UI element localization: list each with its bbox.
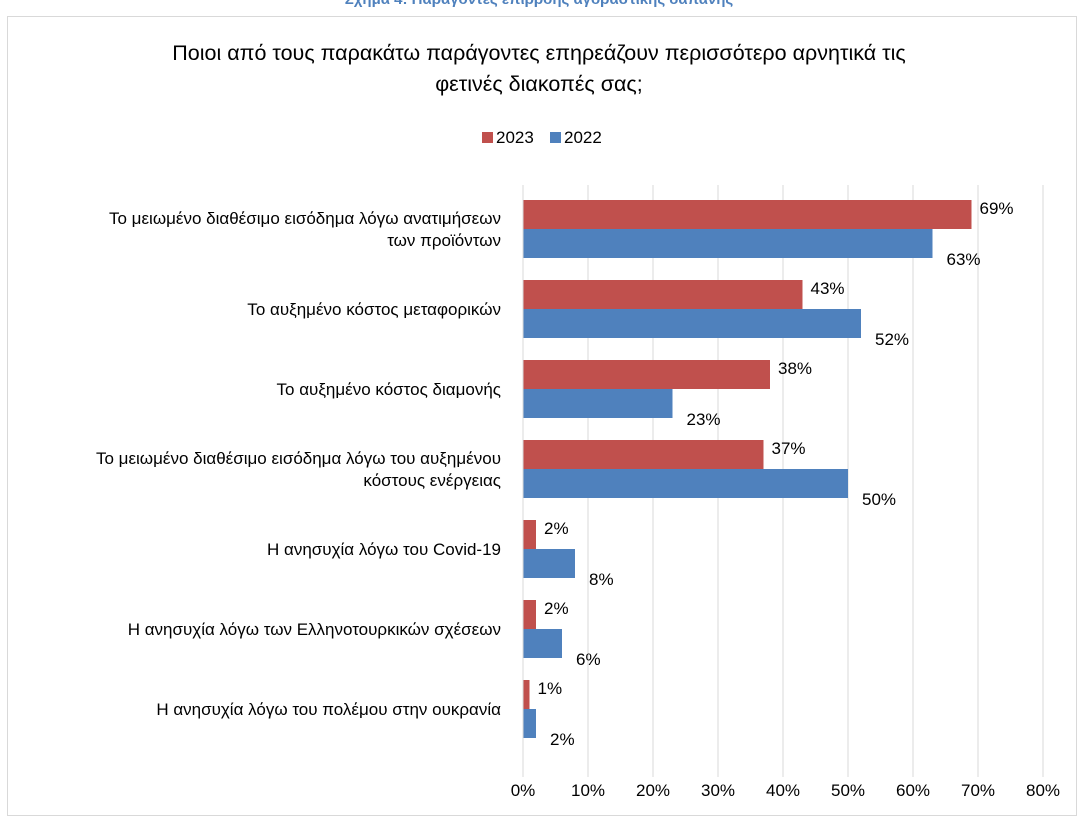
bar-2023 — [523, 440, 764, 469]
bar-2022 — [523, 229, 933, 258]
category-label: Η ανησυχία λόγω του Covid-19 — [267, 540, 501, 559]
x-tick-label: 30% — [701, 781, 735, 800]
legend-label: 2023 — [496, 128, 534, 147]
data-label: 52% — [875, 330, 909, 349]
category-label: κόστους ενέργειας — [363, 471, 501, 490]
category-label: των προϊόντων — [387, 231, 501, 250]
x-tick-label: 70% — [961, 781, 995, 800]
data-label: 37% — [772, 439, 806, 458]
bar-2022 — [523, 309, 861, 338]
category-label: Η ανησυχία λόγω του πολέμου στην ουκρανί… — [156, 700, 501, 719]
data-label: 69% — [980, 199, 1014, 218]
x-tick-label: 60% — [896, 781, 930, 800]
x-tick-label: 10% — [571, 781, 605, 800]
data-label: 2% — [550, 730, 575, 749]
bar-2023 — [523, 280, 803, 309]
chart-title: Ποιοι από τους παρακάτω παράγοντες επηρε… — [0, 38, 1078, 100]
bar-2023 — [523, 680, 530, 709]
bar-2023 — [523, 520, 536, 549]
legend-swatch-2023 — [482, 132, 493, 143]
bar-2022 — [523, 469, 848, 498]
data-label: 43% — [811, 279, 845, 298]
category-label: Το μειωμένο διαθέσιμο εισόδημα λόγω ανατ… — [109, 209, 501, 228]
x-tick-label: 20% — [636, 781, 670, 800]
chart-title-line-1: Ποιοι από τους παρακάτω παράγοντες επηρε… — [172, 41, 906, 65]
data-label: 8% — [589, 570, 614, 589]
data-label: 50% — [862, 490, 896, 509]
category-label: Το αυξημένο κόστος διαμονής — [277, 380, 502, 399]
category-label: Η ανησυχία λόγω των Ελληνοτουρκικών σχέσ… — [128, 620, 501, 639]
data-label: 1% — [538, 679, 563, 698]
category-label: Το αυξημένο κόστος μεταφορικών — [247, 300, 501, 319]
x-tick-label: 50% — [831, 781, 865, 800]
data-label: 2% — [544, 519, 569, 538]
data-label: 63% — [947, 250, 981, 269]
category-label: Το μειωμένο διαθέσιμο εισόδημα λόγω του … — [96, 449, 501, 468]
legend-label: 2022 — [564, 128, 602, 147]
data-label: 6% — [576, 650, 601, 669]
bar-2022 — [523, 629, 562, 658]
bar-2023 — [523, 600, 536, 629]
bar-2022 — [523, 549, 575, 578]
x-tick-label: 80% — [1026, 781, 1060, 800]
x-tick-label: 40% — [766, 781, 800, 800]
x-tick-label: 0% — [511, 781, 536, 800]
data-label: 38% — [778, 359, 812, 378]
bar-2022 — [523, 709, 536, 738]
bar-2022 — [523, 389, 673, 418]
bar-2023 — [523, 360, 770, 389]
bar-2023 — [523, 200, 972, 229]
data-label: 2% — [544, 599, 569, 618]
figure-caption: Σχήμα 4: Παράγοντες επιρροής αγοραστικής… — [0, 0, 1078, 8]
data-label: 23% — [687, 410, 721, 429]
chart-title-line-2: φετινές διακοπές σας; — [435, 72, 643, 96]
legend-swatch-2022 — [550, 132, 561, 143]
